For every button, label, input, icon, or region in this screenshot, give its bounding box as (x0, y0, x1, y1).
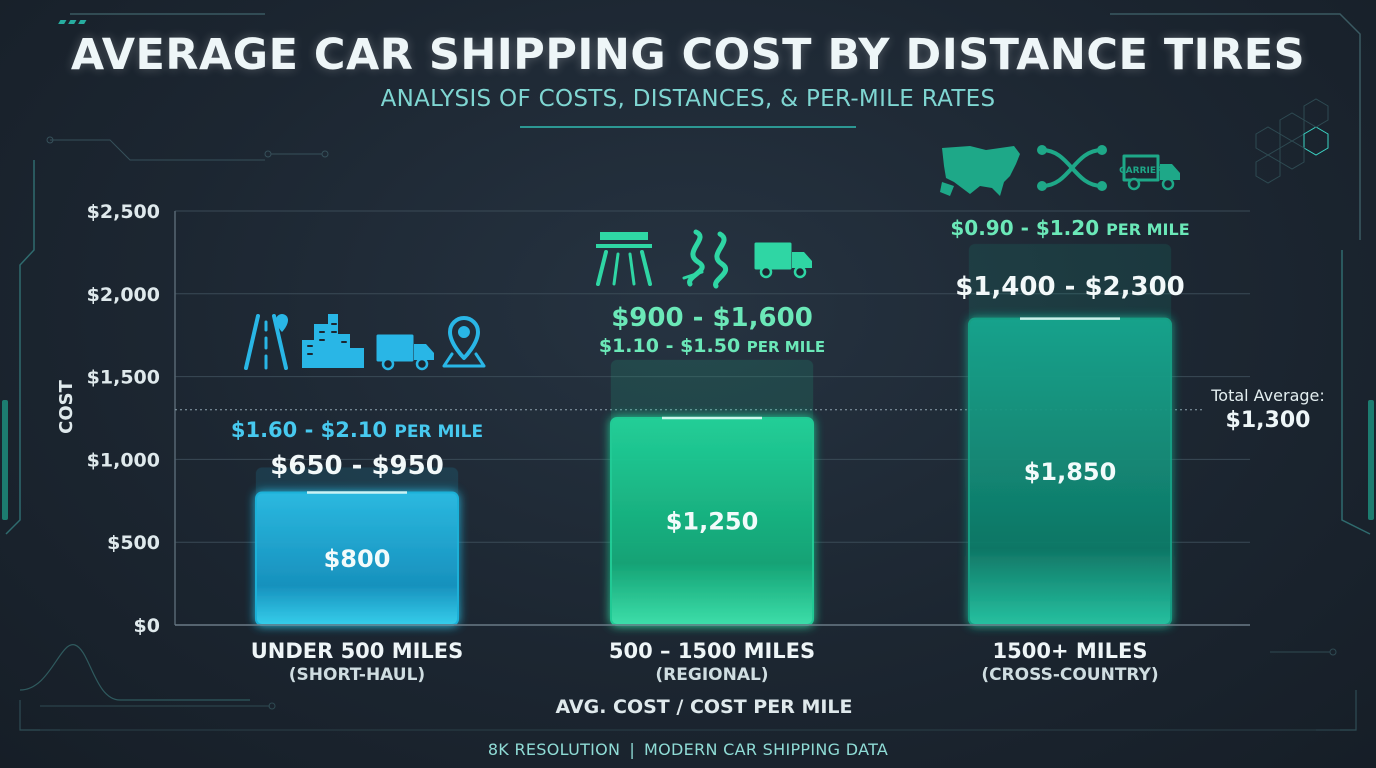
icon-shape (792, 252, 812, 268)
icon-shape (1122, 154, 1160, 182)
average-reference-line: Total Average: $1,300 (175, 386, 1325, 433)
icon-shape (682, 270, 704, 280)
icon-shape (793, 265, 807, 279)
y-tick-label: $1,000 (87, 449, 160, 471)
x-axis-title: AVG. COST / COST PER MILE (555, 696, 852, 718)
icon-shape (759, 265, 773, 279)
x-category-sublabel: (REGIONAL) (655, 665, 768, 685)
winding-road-icon (682, 229, 729, 289)
bars (255, 243, 1172, 626)
category-icons: CARRIER (244, 145, 1180, 371)
icon-shape (596, 244, 652, 248)
x-axis: AVG. COST / COST PER MILE UNDER 500 MILES… (175, 624, 1250, 718)
route-icon (1037, 145, 1107, 191)
footer: 8K RESOLUTION | MODERN CAR SHIPPING DATA (0, 740, 1376, 759)
icon-shape (1037, 181, 1047, 191)
icon-shape (754, 242, 792, 270)
footer-separator: | (629, 740, 636, 759)
highway-icon (596, 232, 652, 286)
icon-shape (1037, 145, 1047, 155)
truck-icon (754, 242, 812, 279)
map-pin-icon (442, 316, 486, 368)
icon-shape (687, 229, 705, 287)
x-category-sublabel: (SHORT-HAUL) (289, 665, 425, 685)
icon-shape (1097, 181, 1107, 191)
y-tick-label: $500 (107, 532, 160, 554)
x-category-sublabel: (CROSS-COUNTRY) (981, 665, 1158, 685)
icon-shape (244, 314, 260, 370)
icon-shape (415, 357, 429, 371)
icon-shape (302, 314, 364, 368)
bar-labels: $800 $1,250 $1,850 $1.60 - $2.10 PER MILE $6… (231, 216, 1190, 573)
icon-shape (612, 252, 636, 286)
icon-shape (414, 344, 434, 360)
per-mile-unit: PER MILE (394, 422, 483, 442)
per-mile-range: $1.60 - $2.10 (231, 418, 395, 442)
page-title: AVERAGE CAR SHIPPING COST BY DISTANCE TI… (70, 30, 1306, 80)
icon-shape (1127, 177, 1141, 191)
road-icon (244, 314, 288, 370)
icon-shape (1160, 164, 1180, 180)
icon-shape (600, 232, 648, 240)
range-label: $1,400 - $2,300 (955, 272, 1185, 302)
carrier-truck-icon: CARRIER (1119, 154, 1180, 191)
y-axis: $0 $500 $1,000 $1,500 $2,000 $2,500 COST (56, 201, 176, 637)
icon-shape (1161, 177, 1175, 191)
carrier-text: CARRIER (1119, 166, 1163, 176)
range-label: $650 - $950 (270, 451, 444, 481)
icon-shape (448, 316, 480, 360)
average-label: Total Average: (1210, 386, 1325, 405)
bar-value-label: $800 (324, 545, 391, 573)
icon-shape (1040, 148, 1104, 188)
icon-shape (713, 231, 729, 289)
y-tick-label: $2,000 (87, 284, 160, 306)
usa-map-icon (940, 146, 1020, 196)
icon-shape (942, 146, 1020, 196)
y-tick-label: $1,500 (87, 367, 160, 389)
y-tick-label: $0 (134, 615, 160, 637)
y-axis-title: COST (56, 379, 77, 433)
icon-shape (276, 314, 288, 332)
icon-shape (381, 357, 395, 371)
per-mile-range: $0.90 - $1.20 (950, 216, 1106, 240)
bar-value-label: $1,250 (666, 508, 759, 536)
per-mile-label: $1.60 - $2.10 PER MILE (231, 418, 483, 442)
icon-shape (376, 334, 414, 362)
per-mile-unit: PER MILE (1106, 220, 1190, 239)
x-category-label: 500 – 1500 MILES (609, 639, 815, 663)
page-subtitle: ANALYSIS OF COSTS, DISTANCES, & PER-MILE… (380, 86, 996, 112)
icon-shape (457, 326, 470, 338)
truck-icon (376, 334, 434, 371)
icon-shape (1097, 145, 1107, 155)
per-mile-range: $1.10 - $1.50 (599, 335, 747, 357)
icon-shape (272, 314, 288, 370)
city-skyline-icon (302, 314, 364, 368)
range-label: $900 - $1,600 (611, 303, 813, 333)
x-category-label: UNDER 500 MILES (251, 639, 464, 663)
footer-source: MODERN CAR SHIPPING DATA (644, 740, 889, 759)
per-mile-label: $1.10 - $1.50 PER MILE (599, 335, 825, 357)
per-mile-unit: PER MILE (747, 338, 825, 356)
icon-shape (940, 182, 954, 196)
average-value: $1,300 (1226, 408, 1311, 433)
per-mile-label: $0.90 - $1.20 PER MILE (950, 216, 1189, 240)
icon-shape (596, 250, 652, 286)
y-tick-label: $2,500 (87, 201, 160, 223)
icon-shape (307, 323, 347, 355)
bar-value-label: $1,850 (1024, 458, 1117, 486)
footer-resolution: 8K RESOLUTION (487, 740, 621, 759)
icon-shape (442, 352, 486, 368)
x-category-label: 1500+ MILES (993, 639, 1148, 663)
